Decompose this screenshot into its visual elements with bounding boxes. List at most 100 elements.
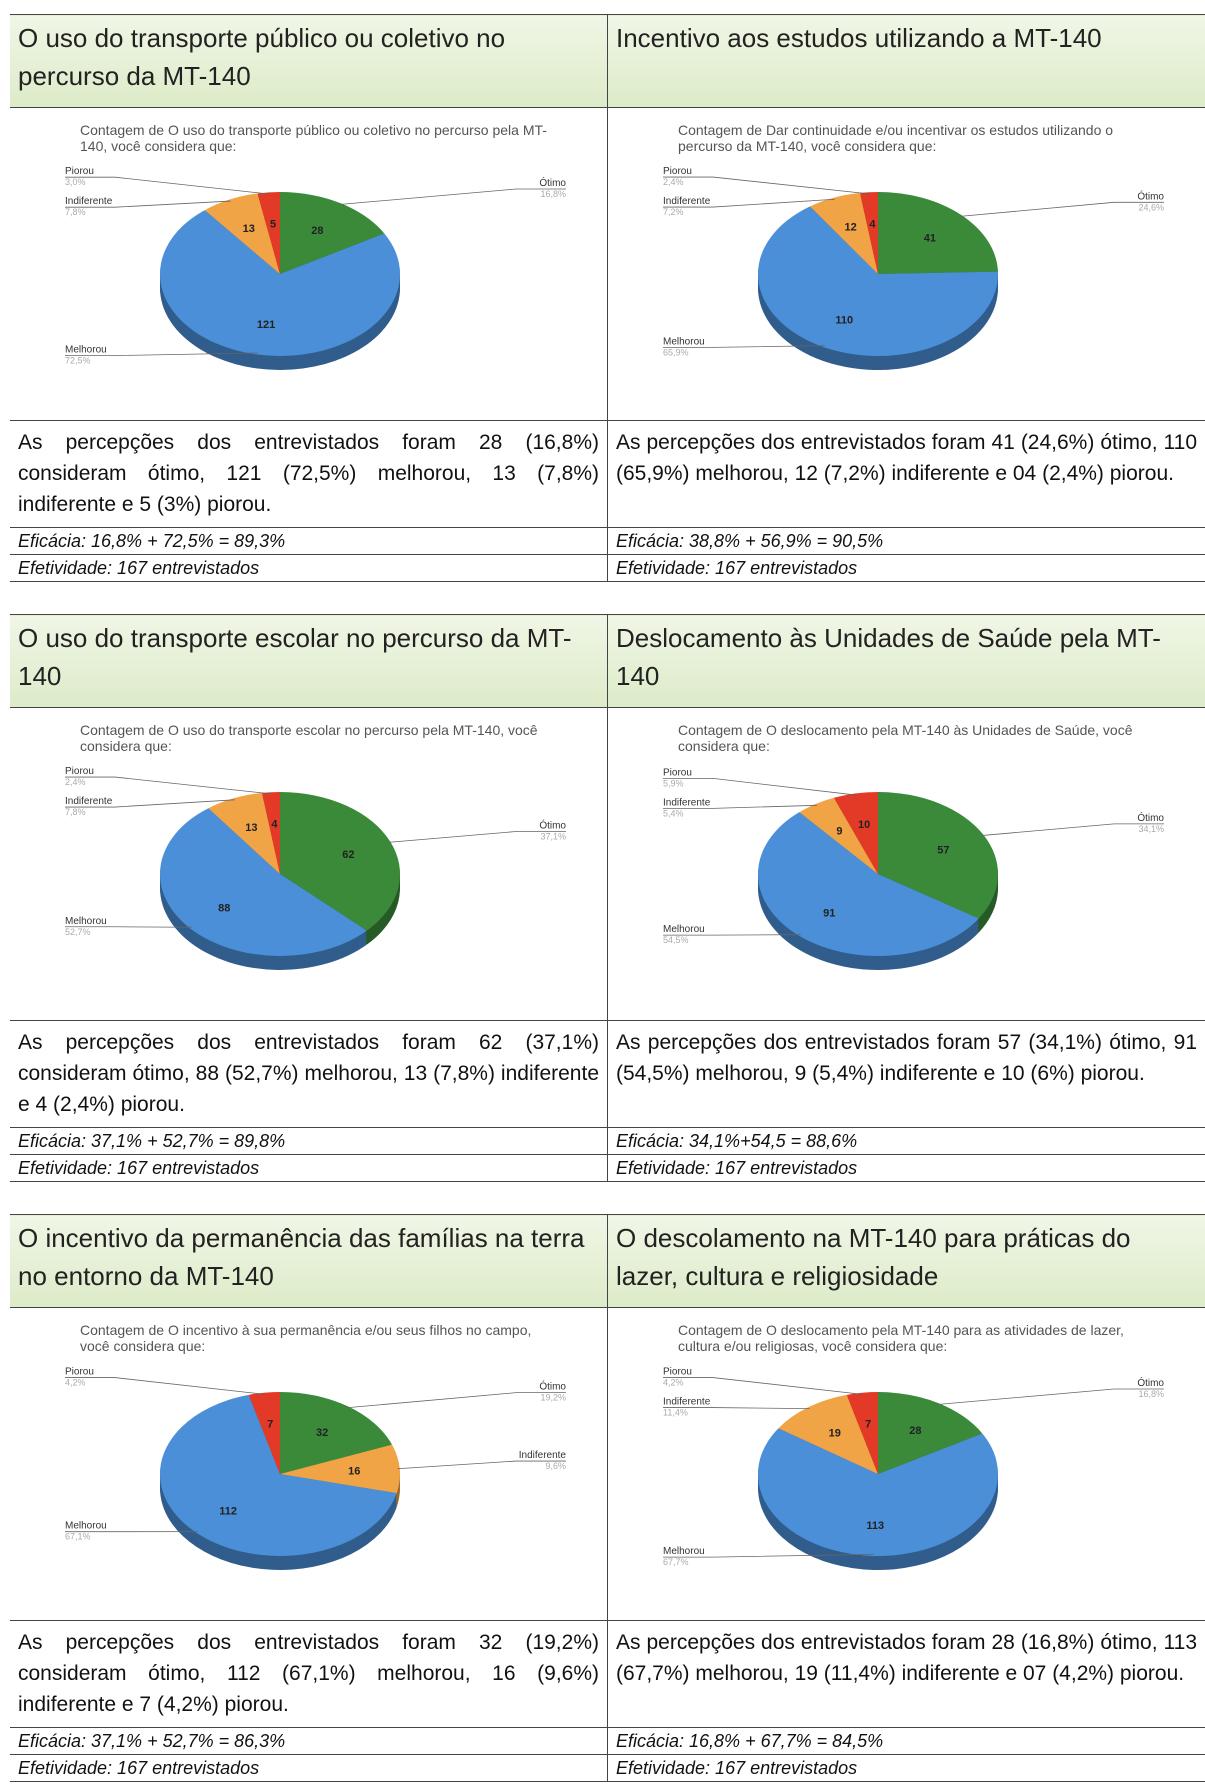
efetividade: Efetividade: 167 entrevistados	[10, 554, 608, 582]
leader-line	[65, 1377, 265, 1395]
leader-line	[397, 1460, 566, 1470]
efetividade: Efetividade: 167 entrevistados	[10, 1754, 608, 1782]
leader-line	[663, 176, 870, 195]
section-table: O uso do transporte público ou coletivo …	[10, 14, 1205, 582]
leader-line	[663, 1407, 810, 1410]
chart-title: Contagem de O deslocamento pela MT-140 à…	[678, 722, 1133, 754]
slice	[860, 192, 878, 274]
slice-label: 112	[219, 1505, 237, 1517]
leader-line	[663, 1377, 863, 1395]
slice	[799, 797, 878, 874]
legend-name: Melhorou	[65, 916, 107, 927]
row: Contagem de O uso do transporte público …	[10, 107, 1205, 421]
leader-line	[663, 777, 857, 796]
slice-label: 9	[836, 826, 842, 838]
row: Efetividade: 167 entrevistados Efetividad…	[10, 1154, 1205, 1182]
percent-label: 54,5%	[663, 935, 689, 945]
efetividade: Efetividade: 167 entrevistados	[607, 554, 1205, 582]
paragraph: As percepções dos entrevistados foram 57…	[607, 1020, 1205, 1128]
paragraph: As percepções dos entrevistados foram 32…	[10, 1620, 608, 1728]
row: Efetividade: 167 entrevistados Efetividad…	[10, 554, 1205, 582]
percent-label: 16,8%	[540, 189, 566, 199]
leader-line	[959, 201, 1164, 217]
slice-label: 121	[257, 319, 275, 331]
slice	[280, 1444, 400, 1494]
percent-label: 16,8%	[1138, 1389, 1164, 1399]
percent-label: 19,2%	[540, 1393, 566, 1403]
legend-name: Piorou	[65, 1367, 94, 1378]
legend-name: Indiferente	[519, 1450, 567, 1461]
chart-title: Contagem de Dar continuidade e/ou incent…	[678, 122, 1114, 154]
slice	[280, 192, 385, 274]
slice	[878, 192, 998, 274]
percent-label: 24,6%	[1138, 202, 1164, 212]
chart-title: Contagem de O uso do transporte escolar …	[80, 722, 538, 754]
percent-label: 2,4%	[663, 177, 684, 187]
slice	[878, 1392, 983, 1474]
row: O uso do transporte público ou coletivo …	[10, 14, 1205, 108]
slice	[878, 792, 998, 919]
legend-name: Melhorou	[663, 336, 705, 347]
legend-name: Piorou	[663, 767, 692, 778]
leader-line	[388, 831, 566, 843]
legend-name: Melhorou	[663, 1546, 705, 1557]
section-table: O incentivo da permanência das famílias …	[10, 1214, 1205, 1782]
percent-label: 67,1%	[65, 1532, 91, 1542]
legend-name: Ótimo	[539, 819, 566, 832]
legend-name: Ótimo	[1137, 189, 1164, 202]
slice	[160, 210, 400, 356]
slice	[262, 792, 280, 874]
slice-label: 5	[270, 218, 276, 230]
slice-label: 7	[865, 1419, 871, 1431]
slice-label: 13	[245, 822, 257, 834]
row: As percepções dos entrevistados foram 62…	[10, 1020, 1205, 1128]
chart-cell: Contagem de O uso do transporte escolar …	[10, 707, 608, 1021]
slice	[248, 1392, 280, 1474]
chart-title: Contagem de O deslocamento pela MT-140 p…	[678, 1322, 1124, 1354]
percent-label: 4,2%	[663, 1378, 684, 1388]
slice	[160, 808, 367, 956]
efetividade: Efetividade: 167 entrevistados	[10, 1154, 608, 1182]
efetividade: Efetividade: 167 entrevistados	[607, 1754, 1205, 1782]
row: Eficácia: 37,1% + 52,7% = 86,3% Eficácia:…	[10, 1727, 1205, 1755]
percent-label: 5,4%	[663, 808, 684, 818]
eficacia: Eficácia: 16,8% + 72,5% = 89,3%	[10, 527, 608, 555]
slice-label: 7	[267, 1419, 273, 1431]
legend-name: Indiferente	[663, 1397, 711, 1408]
leader-line	[346, 1392, 566, 1409]
percent-label: 2,4%	[65, 777, 86, 787]
slice-label: 113	[866, 1520, 884, 1532]
legend-name: Piorou	[65, 166, 94, 177]
leader-line	[65, 799, 235, 808]
efetividade: Efetividade: 167 entrevistados	[607, 1154, 1205, 1182]
slice	[778, 1394, 878, 1474]
section-title: O incentivo da permanência das famílias …	[10, 1214, 608, 1308]
legend-name: Ótimo	[1137, 811, 1164, 824]
paragraph: As percepções dos entrevistados foram 28…	[607, 1620, 1205, 1728]
chart-title: Contagem de O uso do transporte público …	[80, 122, 547, 154]
eficacia: Eficácia: 37,1% + 52,7% = 89,8%	[10, 1127, 608, 1155]
leader-line	[65, 176, 269, 195]
row: O uso do transporte escolar no percurso …	[10, 614, 1205, 708]
slice	[833, 792, 878, 874]
leader-line	[65, 352, 259, 357]
slice	[280, 792, 400, 931]
percent-label: 3,0%	[65, 177, 86, 187]
slice	[257, 192, 280, 274]
slice-label: 28	[311, 225, 323, 237]
legend-name: Indiferente	[663, 797, 711, 808]
section-title: O uso do transporte escolar no percurso …	[10, 614, 608, 708]
legend-name: Indiferente	[65, 196, 113, 207]
paragraph: As percepções dos entrevistados foram 28…	[10, 420, 608, 528]
row: Contagem de O incentivo à sua permanênci…	[10, 1307, 1205, 1621]
slice-label: 4	[271, 818, 278, 830]
leader-line	[663, 804, 817, 809]
slice-label: 41	[924, 233, 936, 245]
paragraph: As percepções dos entrevistados foram 41…	[607, 420, 1205, 528]
legend-name: Melhorou	[65, 345, 107, 356]
